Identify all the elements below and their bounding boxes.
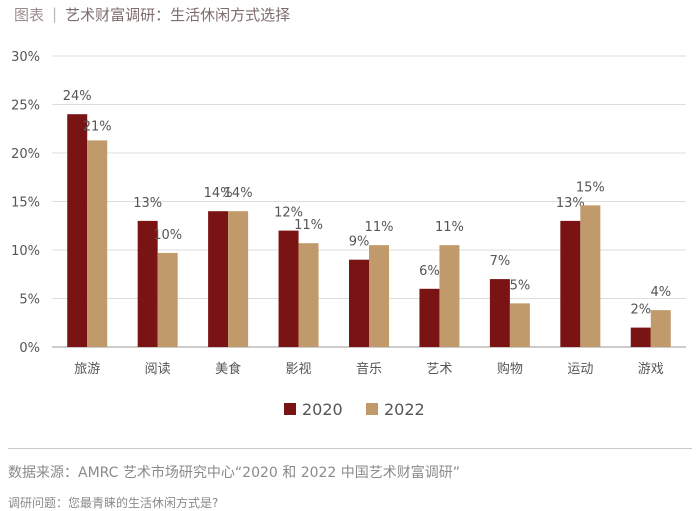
chart-title: 艺术财富调研：生活休闲方式选择 — [65, 5, 291, 24]
survey-question-note: 调研问题：您最青睐的生活休闲方式是? — [8, 496, 219, 510]
data-label: 5% — [510, 278, 531, 293]
figure-tag: 图表 — [14, 5, 45, 24]
bar-2020 — [489, 279, 510, 347]
legend-label: 2022 — [384, 400, 425, 419]
bar-2022 — [87, 140, 108, 347]
legend-label: 2020 — [302, 400, 343, 419]
header-separator: | — [52, 5, 58, 23]
x-tick-label: 美食 — [215, 361, 241, 377]
x-tick-label: 游戏 — [638, 362, 664, 377]
bar-2020 — [560, 220, 581, 347]
bar-2020 — [208, 211, 229, 347]
y-tick-label: 15% — [11, 196, 40, 211]
legend-swatch — [284, 403, 296, 415]
data-label: 10% — [153, 228, 182, 243]
data-label: 15% — [576, 180, 605, 195]
x-tick-label: 艺术 — [426, 362, 452, 377]
legend-swatch — [366, 403, 378, 415]
data-label: 21% — [83, 119, 112, 134]
y-tick-label: 0% — [19, 341, 40, 356]
y-tick-label: 30% — [11, 50, 40, 65]
y-tick-label: 10% — [11, 244, 40, 259]
bar-chart: 0% 5% 10% 15% 20% 25% 30% 旅游 24% 21% 阅读 13% 10% 美食 14%… — [11, 50, 686, 419]
data-label: 6% — [419, 264, 440, 279]
bar-2020 — [137, 220, 158, 347]
bar-2022 — [369, 245, 389, 347]
footer-divider — [8, 448, 692, 449]
data-label: 14% — [224, 186, 253, 201]
bar-2022 — [439, 245, 460, 347]
data-label: 11% — [294, 218, 323, 233]
y-tick-label: 25% — [11, 99, 40, 114]
data-label: 24% — [63, 89, 92, 104]
bar-2020 — [67, 114, 88, 347]
bar-2022 — [228, 211, 249, 347]
bar-2020 — [349, 259, 369, 347]
x-tick-label: 购物 — [497, 361, 523, 377]
data-label: 14% — [204, 186, 233, 201]
y-tick-label: 5% — [19, 293, 40, 308]
y-tick-label: 20% — [11, 147, 40, 162]
data-label: 13% — [133, 196, 162, 211]
bar-2022 — [509, 303, 530, 347]
x-tick-label: 音乐 — [356, 361, 382, 377]
bar-2022 — [157, 252, 178, 347]
x-tick-label: 运动 — [567, 362, 593, 377]
data-label: 4% — [650, 285, 671, 300]
data-label: 12% — [274, 206, 303, 221]
bar-2020 — [419, 288, 440, 347]
data-label: 13% — [556, 196, 585, 211]
chart-header: 图表 | 艺术财富调研：生活休闲方式选择 — [14, 2, 290, 26]
data-label: 11% — [435, 220, 464, 235]
bar-2022 — [650, 310, 671, 347]
x-tick-label: 阅读 — [145, 362, 171, 377]
x-tick-label: 影视 — [286, 362, 312, 377]
data-label: 11% — [365, 220, 394, 235]
bar-2020 — [630, 327, 651, 347]
data-source-note: 数据来源：AMRC 艺术市场研究中心“2020 和 2022 中国艺术财富调研” — [8, 465, 461, 481]
bar-2020 — [278, 230, 299, 347]
bar-2022 — [298, 243, 319, 347]
bar-2022 — [580, 205, 601, 347]
data-label: 9% — [349, 235, 370, 250]
data-label: 7% — [490, 254, 511, 269]
data-label: 2% — [630, 303, 651, 318]
x-tick-label: 旅游 — [74, 362, 100, 377]
